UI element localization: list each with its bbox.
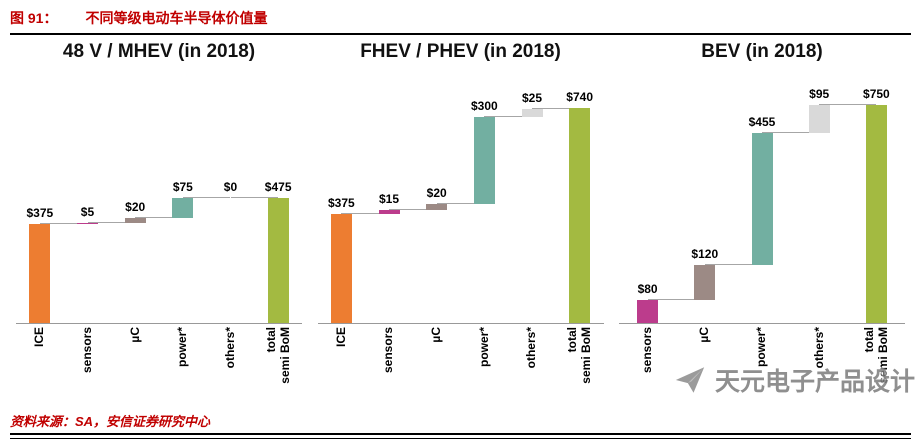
- value-label: $80: [637, 281, 658, 296]
- waterfall-bar-ice: [29, 224, 51, 323]
- category-label: total semi BoM: [263, 327, 292, 384]
- connector-line: [389, 208, 437, 210]
- connector-line: [484, 115, 532, 117]
- figure-title: 不同等级电动车半导体价值量: [85, 10, 268, 26]
- value-label: $0: [223, 180, 238, 194]
- connector-line: [87, 222, 136, 223]
- chart-title: BEV (in 2018): [701, 41, 823, 62]
- x-axis-labels: ICE sensors µC power* others* total semi BoM: [16, 324, 302, 404]
- chart-fhev-phev: FHEV / PHEV (in 2018) $375 $15 $20 $300 $25 $…: [317, 41, 604, 404]
- waterfall-bar-power: [172, 198, 194, 218]
- category-label: others*: [222, 327, 237, 369]
- connector-line: [39, 223, 88, 225]
- waterfall-bar-c: [694, 264, 716, 300]
- chart-title: 48 V / MHEV (in 2018): [62, 41, 256, 62]
- waterfall-bar-total: [569, 107, 591, 323]
- category-label: power*: [754, 327, 769, 368]
- source-note: 资料来源：SA，安信证券研究中心: [10, 414, 211, 429]
- figure-label: 图 91：: [10, 10, 58, 26]
- value-label: $120: [691, 246, 719, 261]
- chart-48v-mhev: 48 V / MHEV (in 2018) $375 $5 $20 $75 $0 $475…: [16, 41, 302, 404]
- value-label: $475: [264, 180, 292, 194]
- charts-row: 48 V / MHEV (in 2018) $375 $5 $20 $75 $0 $475…: [10, 35, 911, 404]
- category-label: µC: [429, 327, 444, 343]
- chart-title: FHEV / PHEV (in 2018): [360, 41, 561, 62]
- waterfall-bar-power: [473, 116, 495, 204]
- category-label: ICE: [32, 327, 47, 348]
- category-label: µC: [697, 327, 712, 343]
- bottom-rule-thick: [10, 433, 911, 435]
- waterfall-bar-power: [751, 132, 773, 265]
- waterfall-bar-c: [124, 217, 146, 223]
- connector-line: [819, 103, 877, 105]
- value-label: $300: [470, 98, 498, 113]
- value-label: $20: [125, 199, 146, 214]
- plot-area: $80 $120 $455 $95 $750: [619, 73, 905, 324]
- waterfall-bar-c: [426, 203, 448, 210]
- waterfall-bar-sensors: [378, 209, 400, 214]
- category-label: power*: [175, 327, 190, 368]
- connector-line: [532, 108, 580, 110]
- connector-line: [230, 197, 279, 198]
- value-label: $5: [80, 205, 95, 219]
- waterfall-bar-sensors: [637, 299, 659, 323]
- value-label: $20: [426, 185, 447, 200]
- category-label: others*: [524, 327, 539, 369]
- category-label: ICE: [333, 327, 348, 348]
- category-label: total semi BoM: [565, 327, 594, 384]
- x-axis-labels: ICE sensors µC power* others* total semi BoM: [318, 324, 604, 404]
- plot-area: $375 $15 $20 $300 $25 $740: [317, 73, 604, 324]
- x-axis-labels: sensors µC power* others* total semi BoM: [619, 324, 905, 404]
- value-label: $95: [809, 86, 830, 101]
- waterfall-bar-others: [808, 104, 830, 133]
- value-label: $740: [566, 89, 593, 104]
- connector-line: [341, 213, 389, 214]
- connector-line: [182, 197, 231, 198]
- category-label: µC: [127, 327, 142, 343]
- category-label: total semi BoM: [861, 327, 890, 384]
- value-label: $750: [863, 86, 890, 101]
- category-label: sensors: [79, 327, 94, 374]
- figure-header: 图 91： 不同等级电动车半导体价值量: [10, 6, 911, 35]
- connector-line: [436, 202, 485, 204]
- category-label: others*: [811, 327, 826, 369]
- plot-area: $375 $5 $20 $75 $0 $475: [16, 73, 302, 324]
- connector-line: [647, 298, 705, 300]
- waterfall-bar-total: [865, 104, 887, 323]
- value-label: $15: [378, 191, 399, 206]
- category-label: sensors: [640, 327, 655, 374]
- connector-line: [135, 216, 183, 218]
- connector-line: [762, 131, 820, 133]
- value-label: $375: [327, 196, 355, 210]
- category-label: sensors: [381, 327, 396, 374]
- value-label: $375: [26, 206, 54, 221]
- waterfall-bar-ice: [330, 214, 352, 323]
- chart-bev: BEV (in 2018) $80 $120 $455 $95 $750 sensors…: [619, 41, 905, 404]
- value-label: $75: [172, 180, 193, 194]
- waterfall-bar-others: [521, 109, 543, 117]
- waterfall-bar-sensors: [77, 222, 98, 225]
- connector-line: [704, 263, 762, 265]
- category-label: power*: [476, 327, 491, 368]
- waterfall-bar-total: [267, 198, 289, 323]
- value-label: $25: [521, 91, 542, 106]
- value-label: $455: [748, 114, 776, 129]
